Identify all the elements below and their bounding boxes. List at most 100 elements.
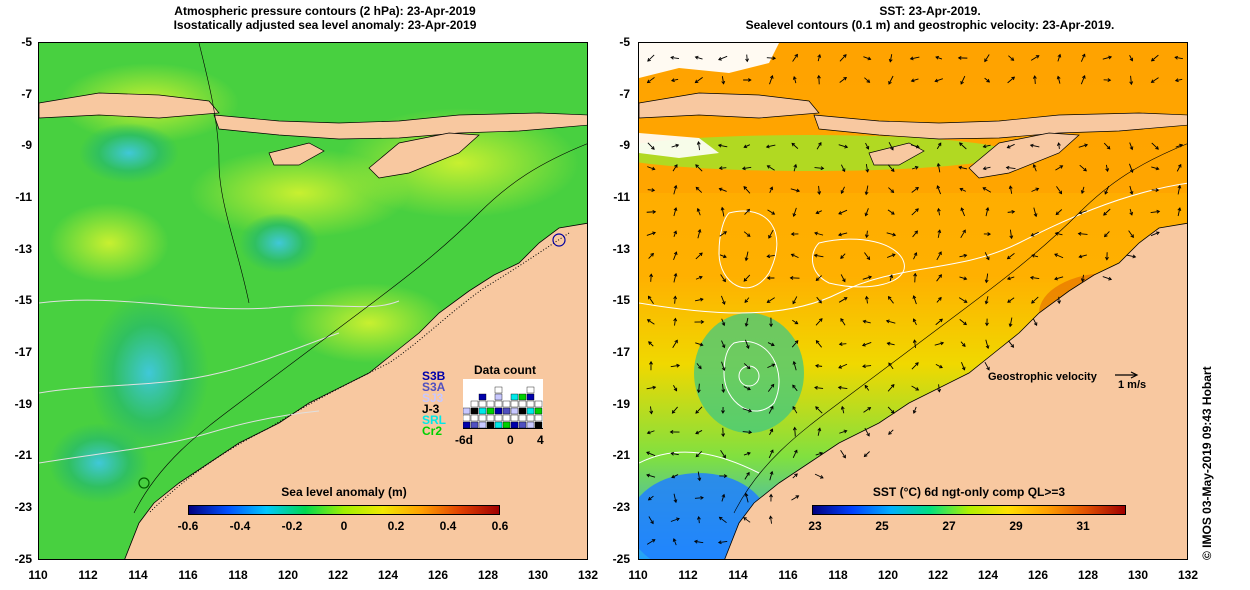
velocity-arrow bbox=[815, 365, 823, 367]
velocity-arrow bbox=[960, 207, 966, 217]
velocity-arrowhead bbox=[699, 297, 704, 302]
velocity-arrow bbox=[722, 427, 724, 437]
velocity-arrow bbox=[1058, 296, 1060, 304]
velocity-arrowhead bbox=[888, 431, 892, 435]
velocity-arrow bbox=[793, 207, 797, 217]
velocity-arrowhead bbox=[814, 231, 818, 236]
velocity-arrowhead bbox=[770, 342, 775, 347]
velocity-arrowhead bbox=[1081, 53, 1086, 58]
velocity-arrowhead bbox=[818, 142, 822, 146]
velocity-arrowhead bbox=[1008, 185, 1013, 190]
velocity-arrowhead bbox=[768, 234, 772, 239]
y-tick-label: -9 bbox=[619, 138, 630, 152]
velocity-arrowhead bbox=[888, 362, 892, 367]
velocity-arrow bbox=[672, 339, 678, 349]
velocity-arrowhead bbox=[745, 58, 750, 63]
velocity-arrow bbox=[673, 385, 677, 391]
velocity-arrow bbox=[1034, 75, 1036, 85]
left-panel-title: Atmospheric pressure contours (2 hPa): 2… bbox=[130, 4, 520, 32]
sla-low-eddy bbox=[239, 213, 319, 273]
velocity-arrowhead bbox=[700, 495, 704, 500]
velocity-arrowhead bbox=[962, 343, 966, 347]
data-count-block bbox=[534, 421, 543, 429]
colorbar-tick: 0.2 bbox=[387, 519, 405, 533]
velocity-arrow bbox=[984, 54, 990, 62]
velocity-arrow bbox=[838, 144, 848, 148]
velocity-arrowhead bbox=[1056, 75, 1061, 80]
velocity-arrowhead bbox=[940, 341, 945, 346]
x-tick-label: 126 bbox=[427, 568, 449, 582]
velocity-arrow bbox=[816, 296, 822, 304]
data-count-block bbox=[486, 414, 495, 422]
velocity-arrowhead bbox=[1006, 276, 1011, 281]
velocity-arrowhead bbox=[792, 213, 797, 217]
velocity-arrow bbox=[792, 406, 798, 414]
velocity-arrow bbox=[719, 231, 727, 237]
velocity-arrowhead bbox=[861, 342, 866, 347]
data-count-block bbox=[478, 421, 487, 429]
velocity-arrowhead bbox=[647, 58, 651, 62]
velocity-arrow bbox=[959, 276, 967, 280]
velocity-arrow bbox=[1079, 254, 1087, 258]
velocity-arrow bbox=[743, 231, 751, 237]
velocity-arrowhead bbox=[794, 320, 799, 325]
velocity-arrow bbox=[1006, 167, 1016, 169]
velocity-arrow bbox=[672, 164, 678, 172]
velocity-arrowhead bbox=[886, 341, 891, 346]
velocity-arrow bbox=[744, 339, 750, 349]
velocity-arrow bbox=[840, 318, 846, 326]
velocity-arrowhead bbox=[1155, 231, 1160, 236]
velocity-arrow bbox=[815, 318, 823, 326]
velocity-arrow bbox=[695, 342, 703, 346]
velocity-arrow bbox=[911, 385, 919, 391]
velocity-arrowhead bbox=[1108, 276, 1113, 281]
sla-low-eddy bbox=[49, 423, 149, 503]
velocity-arrowhead bbox=[819, 475, 824, 479]
x-tick-label: 118 bbox=[228, 568, 248, 582]
velocity-arrowhead bbox=[1033, 213, 1038, 218]
x-tick-label: 116 bbox=[778, 568, 798, 582]
velocity-arrowhead bbox=[695, 164, 699, 168]
velocity-arrowhead bbox=[1031, 253, 1036, 258]
velocity-arrow bbox=[695, 56, 703, 60]
x-tick-label: 130 bbox=[527, 568, 549, 582]
velocity-arrow bbox=[913, 406, 917, 414]
velocity-arrowhead bbox=[676, 517, 680, 522]
velocity-arrow bbox=[889, 274, 893, 282]
velocity-arrow bbox=[960, 75, 966, 85]
colorbar-tick: 31 bbox=[1076, 519, 1090, 533]
velocity-arrowhead bbox=[766, 165, 771, 169]
velocity-arrowhead bbox=[1083, 167, 1087, 172]
sea-level-contour bbox=[639, 451, 760, 474]
velocity-arrowhead bbox=[938, 251, 942, 256]
velocity-arrow bbox=[1054, 253, 1064, 259]
velocity-arrowhead bbox=[695, 453, 700, 458]
velocity-arrowhead bbox=[792, 76, 797, 80]
velocity-arrow bbox=[1057, 76, 1061, 84]
velocity-arrowhead bbox=[986, 366, 990, 371]
velocity-arrowhead bbox=[938, 296, 942, 301]
y-tick-label: -11 bbox=[15, 190, 32, 204]
velocity-arrow bbox=[912, 230, 918, 238]
right-panel-title: SST: 23-Apr-2019. Sealevel contours (0.1… bbox=[640, 4, 1220, 32]
velocity-arrowhead bbox=[746, 208, 751, 213]
data-count-block bbox=[518, 414, 527, 422]
colorbar-tick: 29 bbox=[1009, 519, 1023, 533]
data-count-block bbox=[470, 407, 479, 415]
velocity-arrowhead bbox=[934, 78, 939, 83]
velocity-arrow bbox=[886, 254, 896, 258]
velocity-arrowhead bbox=[671, 78, 675, 83]
velocity-arrowhead bbox=[1177, 184, 1182, 189]
velocity-arrow bbox=[743, 386, 751, 390]
data-count-block bbox=[486, 407, 495, 415]
velocity-arrowhead bbox=[741, 166, 746, 171]
velocity-arrow bbox=[1054, 276, 1064, 280]
data-count-block bbox=[534, 400, 543, 408]
mission-legend-item: Cr2 bbox=[422, 424, 443, 438]
velocity-arrow bbox=[670, 56, 680, 60]
cloud-mask bbox=[639, 133, 719, 158]
velocity-arrowhead bbox=[673, 230, 678, 235]
velocity-arrow bbox=[694, 497, 704, 499]
velocity-arrowhead bbox=[890, 146, 894, 151]
velocity-arrow bbox=[1177, 207, 1181, 217]
